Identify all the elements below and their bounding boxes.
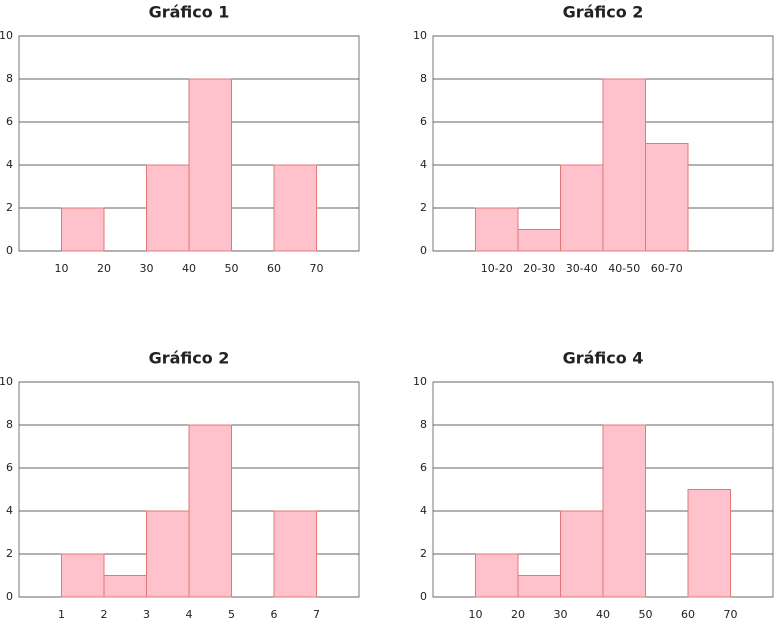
x-tick-label: 30: [554, 608, 568, 618]
x-tick-label: 40: [182, 262, 196, 275]
x-tick-label: 60: [267, 262, 281, 275]
bar: [146, 510, 190, 598]
bar: [188, 424, 232, 598]
y-tick-label: 2: [6, 201, 13, 214]
x-tick-label: 50: [225, 262, 239, 275]
y-tick-label: 0: [420, 590, 427, 603]
bar: [188, 78, 232, 252]
x-tick-label: 30: [140, 262, 154, 275]
bar: [645, 143, 689, 252]
x-tick-label: 3: [143, 608, 150, 618]
y-tick-label: 6: [420, 461, 427, 474]
y-tick-label: 4: [6, 504, 13, 517]
bar: [687, 489, 731, 598]
y-tick-label: 8: [420, 72, 427, 85]
x-tick-label: 40: [596, 608, 610, 618]
y-tick-label: 10: [0, 375, 13, 388]
bar: [602, 78, 646, 252]
x-tick-label: 70: [310, 262, 324, 275]
bar: [61, 207, 105, 252]
y-tick-label: 8: [6, 418, 13, 431]
bar: [61, 553, 105, 598]
chart-title: Gráfico 1: [149, 3, 230, 22]
bar: [475, 207, 519, 252]
x-tick-label: 60: [681, 608, 695, 618]
x-tick-label: 20: [97, 262, 111, 275]
y-tick-label: 2: [420, 547, 427, 560]
y-tick-label: 0: [6, 244, 13, 257]
bar: [560, 510, 604, 598]
y-tick-label: 6: [6, 461, 13, 474]
x-tick-label: 20: [511, 608, 525, 618]
y-tick-label: 10: [0, 29, 13, 42]
y-tick-label: 8: [6, 72, 13, 85]
bar: [146, 164, 190, 252]
x-tick-label: 60-70: [651, 262, 683, 275]
y-tick-label: 6: [6, 115, 13, 128]
x-tick-label: 30-40: [566, 262, 598, 275]
y-tick-label: 2: [420, 201, 427, 214]
bar: [103, 575, 147, 598]
bar: [273, 164, 317, 252]
y-tick-label: 4: [420, 158, 427, 171]
y-tick-label: 4: [6, 158, 13, 171]
y-tick-label: 10: [413, 375, 427, 388]
x-tick-label: 5: [228, 608, 235, 618]
bar: [273, 510, 317, 598]
bar: [517, 229, 561, 252]
bar: [602, 424, 646, 598]
y-tick-label: 0: [420, 244, 427, 257]
x-tick-label: 2: [101, 608, 108, 618]
y-tick-label: 4: [420, 504, 427, 517]
chart-title: Gráfico 2: [563, 3, 644, 22]
y-tick-label: 0: [6, 590, 13, 603]
x-tick-label: 10: [55, 262, 69, 275]
y-tick-label: 10: [413, 29, 427, 42]
y-tick-label: 6: [420, 115, 427, 128]
chart-title: Gráfico 2: [149, 349, 230, 368]
y-tick-label: 2: [6, 547, 13, 560]
x-tick-label: 1: [58, 608, 65, 618]
x-tick-label: 40-50: [608, 262, 640, 275]
bar: [475, 553, 519, 598]
x-tick-label: 70: [724, 608, 738, 618]
x-tick-label: 6: [271, 608, 278, 618]
x-tick-label: 50: [639, 608, 653, 618]
x-tick-label: 20-30: [523, 262, 555, 275]
x-tick-label: 7: [313, 608, 320, 618]
x-tick-label: 10-20: [481, 262, 513, 275]
chart-title: Gráfico 4: [563, 349, 644, 368]
y-tick-label: 8: [420, 418, 427, 431]
x-tick-label: 4: [186, 608, 193, 618]
x-tick-label: 10: [469, 608, 483, 618]
bar: [517, 575, 561, 598]
bar: [560, 164, 604, 252]
